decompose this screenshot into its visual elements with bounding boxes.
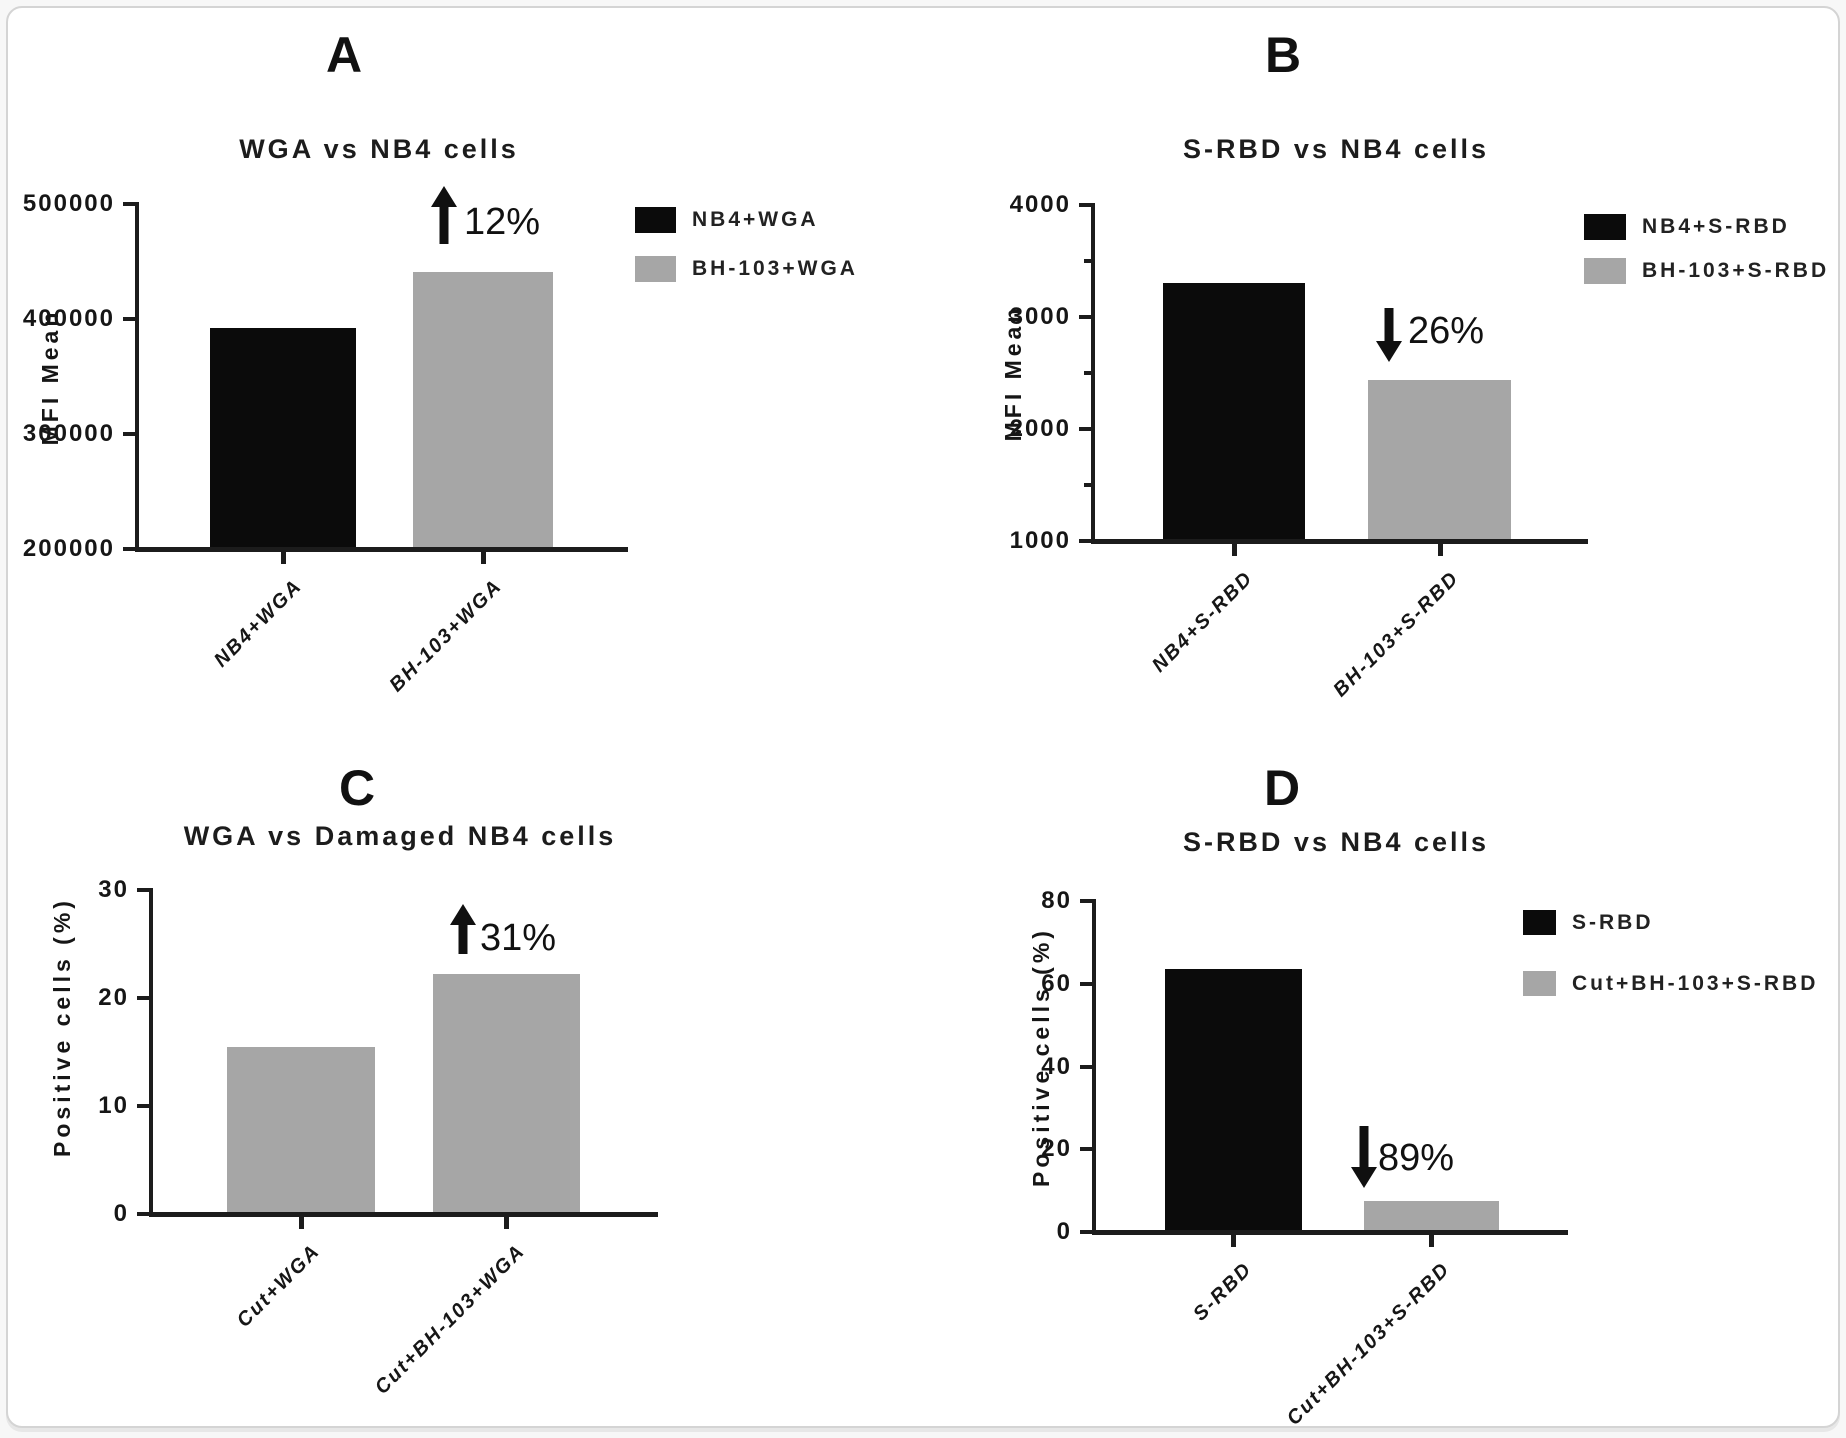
y-tick-label: 500000 (22, 190, 115, 217)
y-tick-label: 0 (1056, 1218, 1072, 1245)
y-tick-mark (1080, 1064, 1092, 1069)
y-tick-label: 20 (98, 984, 129, 1011)
y-tick-mark (1080, 899, 1092, 903)
chart-title: S-RBD vs NB4 cells (1182, 827, 1490, 857)
bar (1368, 379, 1511, 543)
x-tick-mark (1232, 544, 1237, 556)
y-tick-mark (123, 547, 135, 551)
y-axis-title: MFI Mean (37, 308, 63, 446)
x-tick-mark (1438, 544, 1443, 556)
y-tick-label: 40 (1041, 1052, 1072, 1080)
bar (210, 328, 356, 551)
bar (1165, 969, 1302, 1234)
arrow-down-icon (1376, 308, 1402, 362)
y-tick-mark (1080, 981, 1092, 986)
x-tick-mark (481, 552, 486, 564)
y-tick-mark (1079, 315, 1091, 319)
legend-label: NB4+S-RBD (1642, 215, 1790, 238)
legend-swatch-black (1523, 910, 1556, 935)
y-axis-line (149, 888, 153, 1216)
legend-label: BH-103+WGA (692, 257, 858, 280)
arrow-up-icon (450, 904, 476, 954)
y-tick-label: 3000 (1009, 303, 1071, 330)
x-tick-mark (299, 1217, 304, 1229)
y-tick-label: 10 (98, 1092, 129, 1119)
arrow-up-icon (431, 186, 457, 244)
y-tick-mark (123, 317, 135, 321)
percent-change-label: 12% (464, 201, 541, 243)
x-axis-line (135, 547, 628, 552)
panel-D: D S-RBD vs NB4 cells Positive cells (%) 0 20… (931, 727, 1838, 1426)
legend-swatch-black (1584, 214, 1626, 240)
y-tick-mark (137, 1104, 149, 1108)
y-tick-mark (1079, 427, 1091, 431)
bar (433, 974, 580, 1216)
y-tick-label: 30 (98, 876, 129, 903)
panel-B: B S-RBD vs NB4 cells MFI Mean 1000 2000 3000 4… (931, 8, 1838, 727)
y-axis-line (1092, 899, 1096, 1234)
panel-C: C WGA vs Damaged NB4 cells Positive cells … (8, 727, 931, 1426)
y-tick-label: 2000 (1009, 415, 1071, 442)
arrow-down-icon (1351, 1126, 1377, 1188)
y-tick-label: 1000 (1009, 527, 1071, 554)
legend-label: S-RBD (1572, 910, 1654, 934)
y-axis-line (1091, 203, 1095, 543)
y-tick-label: 300000 (22, 420, 115, 447)
y-tick-mark (137, 996, 149, 1000)
x-tick-mark (1429, 1235, 1434, 1247)
y-tick-label: 4000 (1009, 191, 1071, 218)
percent-change-label: 26% (1408, 310, 1485, 352)
percent-change-label: 31% (480, 917, 557, 959)
x-tick-mark (1231, 1235, 1236, 1247)
x-axis-line (149, 1212, 658, 1217)
y-tick-mark (1080, 1147, 1092, 1152)
legend-label: BH-103+S-RBD (1642, 259, 1830, 282)
y-tick-label: 60 (1041, 969, 1072, 997)
bar (413, 271, 553, 551)
y-minor-tick-mark (1084, 483, 1091, 487)
bar (1163, 283, 1305, 543)
legend-swatch-black (635, 207, 676, 233)
bar (227, 1046, 375, 1216)
y-tick-mark (137, 888, 149, 892)
x-category-label: Cut+WGA (232, 1240, 325, 1332)
panel-letter: C (338, 760, 376, 816)
percent-change-label: 89% (1378, 1137, 1455, 1179)
legend-swatch-gray (635, 256, 676, 282)
panel-A: A WGA vs NB4 cells MFI Mean 200000 300000 400… (8, 8, 931, 727)
y-axis-line (135, 202, 139, 551)
y-tick-label: 80 (1041, 887, 1072, 914)
x-axis-line (1091, 539, 1588, 544)
chart-title: WGA vs Damaged NB4 cells (183, 821, 617, 851)
x-axis-line (1092, 1230, 1568, 1235)
x-tick-mark (281, 552, 286, 564)
panel-letter: D (1263, 760, 1301, 816)
y-axis-title: MFI Mean (1000, 304, 1026, 442)
y-tick-mark (1079, 539, 1091, 543)
y-tick-label: 400000 (22, 305, 115, 332)
y-tick-mark (123, 202, 135, 206)
y-minor-tick-mark (1084, 371, 1091, 375)
y-tick-label: 0 (113, 1200, 129, 1227)
y-tick-mark (1079, 203, 1091, 207)
chart-title: WGA vs NB4 cells (239, 134, 519, 164)
legend-label: Cut+BH-103+S-RBD (1572, 971, 1819, 995)
legend-label: NB4+WGA (692, 208, 819, 231)
y-tick-mark (1080, 1230, 1092, 1234)
legend-swatch-gray (1523, 971, 1556, 996)
chart-title: S-RBD vs NB4 cells (1182, 134, 1490, 164)
x-tick-mark (504, 1217, 509, 1229)
figure-card: A WGA vs NB4 cells MFI Mean 200000 300000 400… (6, 6, 1840, 1428)
y-tick-mark (123, 432, 135, 436)
y-tick-mark (137, 1212, 149, 1216)
legend-swatch-gray (1584, 258, 1626, 284)
y-minor-tick-mark (1084, 259, 1091, 263)
y-tick-label: 20 (1041, 1135, 1072, 1163)
panel-letter: B (1264, 27, 1302, 83)
bar (1364, 1200, 1499, 1234)
panel-letter: A (325, 27, 363, 83)
y-tick-label: 200000 (22, 535, 115, 562)
